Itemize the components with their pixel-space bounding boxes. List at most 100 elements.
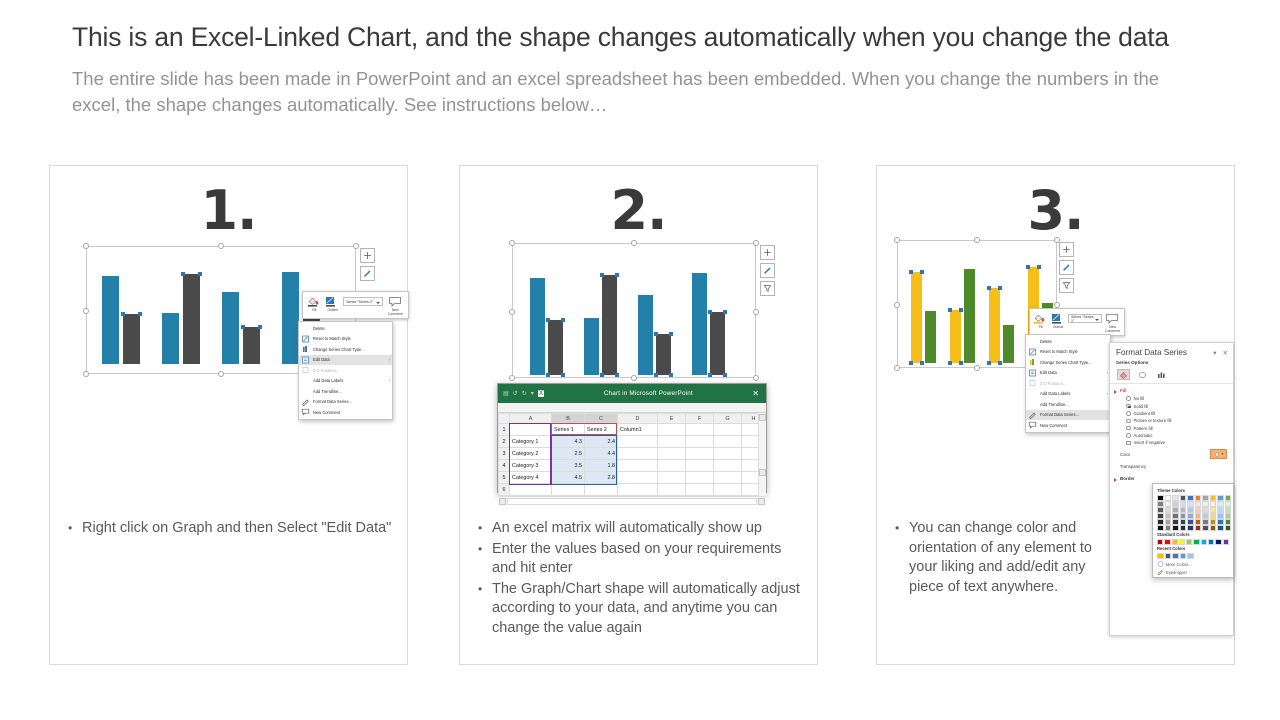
cell-e3[interactable] xyxy=(657,447,686,460)
scroll-right-arrow[interactable] xyxy=(758,497,765,505)
radio-icon[interactable] xyxy=(1126,418,1131,424)
cell-a5[interactable]: Category 4 xyxy=(509,471,552,484)
bar-series2-cat1[interactable] xyxy=(546,318,565,377)
resize-handle-bc[interactable] xyxy=(631,375,637,381)
outline-button[interactable]: Outline xyxy=(1050,311,1065,329)
bar-series1-cat2[interactable] xyxy=(584,318,599,375)
cell-a3[interactable]: Category 2 xyxy=(509,447,552,460)
fill-button[interactable]: Fill xyxy=(306,294,323,312)
bar-series1-cat1[interactable] xyxy=(909,270,924,365)
recent-swatch[interactable] xyxy=(1157,553,1164,559)
radio-icon[interactable] xyxy=(1126,396,1131,401)
fill-option-solid-fill[interactable]: Solid fill xyxy=(1110,402,1233,409)
standard-swatch[interactable] xyxy=(1200,539,1208,545)
new-comment-button[interactable]: New Comment xyxy=(385,294,405,316)
cell-b6[interactable] xyxy=(551,483,585,496)
cell-c3[interactable]: 4.4 xyxy=(584,447,618,460)
standard-swatch[interactable] xyxy=(1178,539,1186,545)
cell-a4[interactable]: Category 3 xyxy=(509,459,552,472)
checkbox-icon[interactable] xyxy=(1126,440,1131,446)
tab-series-options[interactable] xyxy=(1155,369,1168,380)
cell-c6[interactable] xyxy=(584,483,618,496)
cell-c5[interactable]: 2.8 xyxy=(584,471,618,484)
quick-access-toolbar[interactable]: ▤ ↺ ↻ ▾ X xyxy=(503,390,545,397)
radio-icon[interactable] xyxy=(1126,403,1131,409)
bar-series2-cat1[interactable] xyxy=(121,312,142,364)
chart-filters-icon[interactable] xyxy=(760,281,775,296)
cell-f5[interactable] xyxy=(685,471,714,484)
fill-option-gradient-fill[interactable]: Gradient fill xyxy=(1110,410,1233,417)
bar-series2-cat1[interactable] xyxy=(925,311,936,363)
cell-f2[interactable] xyxy=(685,435,714,448)
bar-series1-cat1[interactable] xyxy=(530,278,545,375)
horizontal-scrollbar[interactable] xyxy=(498,496,766,505)
resize-handle-tl[interactable] xyxy=(509,240,515,246)
cell-f6[interactable] xyxy=(685,483,714,496)
bar-series1-cat4[interactable] xyxy=(282,272,299,364)
recent-colors-row[interactable] xyxy=(1157,553,1229,559)
cell-g6[interactable] xyxy=(713,483,742,496)
col-header-a[interactable]: A xyxy=(509,413,552,424)
cell-d6[interactable] xyxy=(617,483,658,496)
context-menu-item-reset-to-match-style[interactable]: Reset to Match Style xyxy=(299,334,392,345)
context-menu-item-add-trendline[interactable]: Add Trendline... xyxy=(299,386,392,397)
row-header[interactable]: 4 xyxy=(498,459,510,472)
cell-a1[interactable] xyxy=(509,423,552,436)
cell-e2[interactable] xyxy=(657,435,686,448)
bar-series2-cat4[interactable] xyxy=(708,310,727,377)
bar-series1-cat3[interactable] xyxy=(222,292,239,364)
context-menu-item-delete[interactable]: Delete xyxy=(299,323,392,334)
format-data-series-pane[interactable]: Format Data Series ▾ ✕ Series Options Fi… xyxy=(1109,342,1234,636)
close-icon[interactable]: ✕ xyxy=(1222,349,1228,357)
tab-effects[interactable] xyxy=(1136,369,1149,380)
chart-styles-icon[interactable] xyxy=(760,263,775,278)
radio-icon[interactable] xyxy=(1126,425,1131,431)
close-icon[interactable]: ✕ xyxy=(752,389,759,398)
invert-if-negative-checkbox[interactable]: Invert if negative xyxy=(1110,439,1233,446)
resize-handle-mr[interactable] xyxy=(1054,302,1060,308)
save-icon[interactable]: ▤ xyxy=(503,391,509,397)
theme-color-col[interactable] xyxy=(1157,495,1164,531)
excel-title-bar[interactable]: ▤ ↺ ↻ ▾ X Chart in Microsoft PowerPoint … xyxy=(498,384,766,403)
context-menu-item-new-comment[interactable]: New Comment xyxy=(299,407,392,418)
theme-color-col[interactable] xyxy=(1209,495,1216,531)
row-header[interactable]: 5 xyxy=(498,471,510,484)
standard-swatch[interactable] xyxy=(1208,539,1215,545)
resize-handle-mr[interactable] xyxy=(753,309,759,315)
resize-handle-ml[interactable] xyxy=(509,309,515,315)
resize-handle-bl[interactable] xyxy=(83,371,89,377)
cell-c1[interactable]: Series 2 xyxy=(584,423,618,436)
mini-toolbar-1[interactable]: Fill Outline Series "Series 2" New Comme… xyxy=(302,291,409,319)
context-menu-item-add-data-labels[interactable]: Add Data Labels › xyxy=(299,376,392,387)
resize-handle-tc[interactable] xyxy=(218,243,224,249)
new-comment-button[interactable]: New Comment xyxy=(1104,311,1121,333)
cell-a2[interactable]: Category 1 xyxy=(509,435,552,448)
scroll-track[interactable] xyxy=(507,497,757,505)
bar-series1-cat4[interactable] xyxy=(692,273,707,375)
resize-handle-tr[interactable] xyxy=(1054,237,1060,243)
cell-c2[interactable]: 2.4 xyxy=(584,435,618,448)
recent-swatch[interactable] xyxy=(1179,553,1186,559)
customize-qat-icon[interactable]: ▾ xyxy=(530,391,534,397)
cell-g3[interactable] xyxy=(713,447,742,460)
cell-c4[interactable]: 1.8 xyxy=(584,459,618,472)
theme-color-col[interactable] xyxy=(1172,495,1179,531)
context-menu-item-reset-to-match-style[interactable]: Reset to Match Style xyxy=(1026,347,1110,358)
standard-swatch[interactable] xyxy=(1164,539,1171,545)
cell-e1[interactable] xyxy=(657,423,686,436)
mini-toolbar-3[interactable]: Fill Outline Series "Series 1" New Comme… xyxy=(1029,308,1125,336)
recent-swatch[interactable] xyxy=(1187,553,1194,559)
col-header-d[interactable]: D xyxy=(617,413,658,424)
theme-colors-row[interactable] xyxy=(1157,495,1231,531)
chevron-down-icon[interactable]: ▾ xyxy=(1221,452,1224,457)
row-header[interactable]: 3 xyxy=(498,447,510,460)
undo-icon[interactable]: ↺ xyxy=(512,391,518,397)
context-menu-item-change-series-chart-type[interactable]: Change Series Chart Type... xyxy=(299,344,392,355)
table-row[interactable]: 1 Series 1 Series 2 Column1 xyxy=(498,423,766,436)
border-section-header[interactable]: Border xyxy=(1110,472,1233,483)
table-row[interactable]: 4 Category 3 3.5 1.8 xyxy=(498,459,766,472)
context-menu-item-change-series-chart-type[interactable]: Change Series Chart Type... xyxy=(1026,357,1110,368)
col-header-c[interactable]: C xyxy=(584,413,618,424)
eyedropper-button[interactable]: Eyedropper xyxy=(1157,569,1229,576)
excel-grid[interactable]: A B C D E F G H 1 Series 1 Series 2 Colu… xyxy=(498,413,766,496)
